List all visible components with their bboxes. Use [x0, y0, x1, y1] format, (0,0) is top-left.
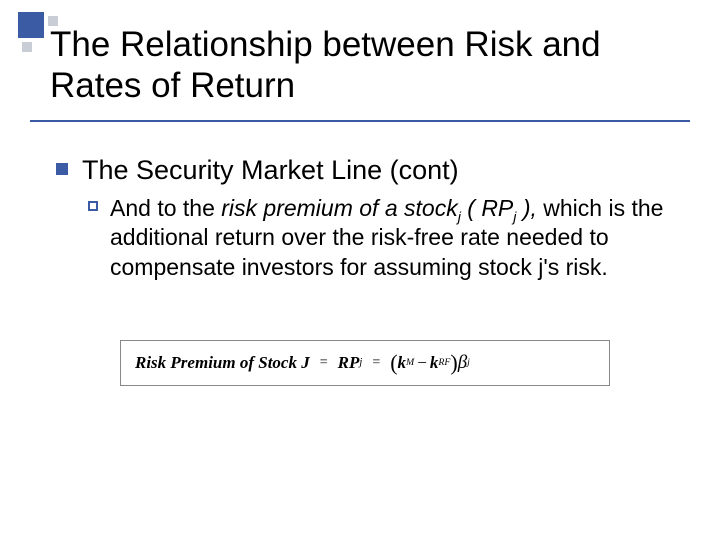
formula-rp: RP [338, 353, 360, 373]
slide-title: The Relationship between Risk and Rates … [50, 24, 690, 107]
deco-square-big [18, 12, 44, 38]
bullet-level2: And to the risk premium of a stockj ( RP… [88, 194, 670, 282]
bullet-level1: The Security Market Line (cont) [56, 154, 680, 186]
formula-lhs: Risk Premium of Stock J [135, 353, 310, 373]
formula-kM: k [398, 353, 407, 373]
equals-2: = [372, 355, 380, 371]
equals-1: = [320, 355, 328, 371]
title-underline [30, 120, 690, 122]
level1-text: The Security Market Line (cont) [82, 154, 680, 186]
l2-italic-close: ), [516, 195, 536, 221]
l2-pre: And to the [110, 195, 221, 221]
paren-close: ) [450, 350, 457, 376]
l2-italic-rp-open: ( RP [461, 195, 513, 221]
square-bullet-hollow-icon [88, 201, 98, 211]
square-bullet-filled-icon [56, 163, 68, 175]
formula-beta: β [458, 352, 467, 374]
l2-italic-risk-premium: risk premium of a stock [221, 195, 457, 221]
minus: − [417, 353, 427, 373]
deco-square-small-2 [22, 42, 32, 52]
formula-box: Risk Premium of Stock J = RPj = ( kM − k… [120, 340, 610, 386]
paren-open: ( [390, 350, 397, 376]
level2-text: And to the risk premium of a stockj ( RP… [110, 194, 670, 282]
